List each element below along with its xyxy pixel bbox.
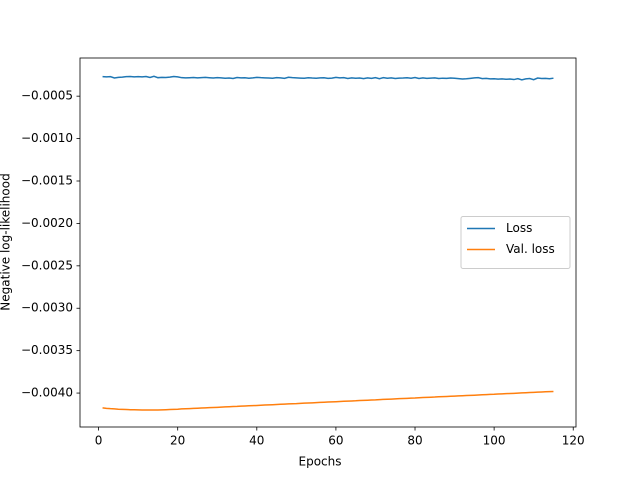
- y-axis-label: Negative log-likelihood: [0, 173, 13, 310]
- x-tick-label: 40: [249, 434, 264, 448]
- axes-frame: [79, 57, 577, 428]
- y-tick-label: −0.0020: [21, 216, 73, 230]
- x-tick-label: 120: [562, 434, 585, 448]
- line-series: [102, 390, 554, 411]
- x-tick-label: 20: [170, 434, 185, 448]
- legend-box: [460, 216, 571, 269]
- y-tick-label: −0.0015: [21, 174, 73, 188]
- y-tick-label: −0.0010: [21, 131, 73, 145]
- line-series: [102, 75, 554, 81]
- x-tick-label: 100: [483, 434, 506, 448]
- x-axis-label: Epochs: [299, 455, 342, 469]
- y-tick-label: −0.0035: [21, 343, 73, 357]
- legend-label: Loss: [506, 221, 532, 235]
- y-tick-label: −0.0025: [21, 258, 73, 272]
- y-tick-label: −0.0005: [21, 89, 73, 103]
- legend-label: Val. loss: [506, 242, 555, 256]
- y-tick-label: −0.0030: [21, 301, 73, 315]
- x-tick-label: 60: [328, 434, 343, 448]
- x-tick-label: 0: [95, 434, 103, 448]
- y-tick-label: −0.0040: [21, 386, 73, 400]
- x-tick-label: 80: [407, 434, 422, 448]
